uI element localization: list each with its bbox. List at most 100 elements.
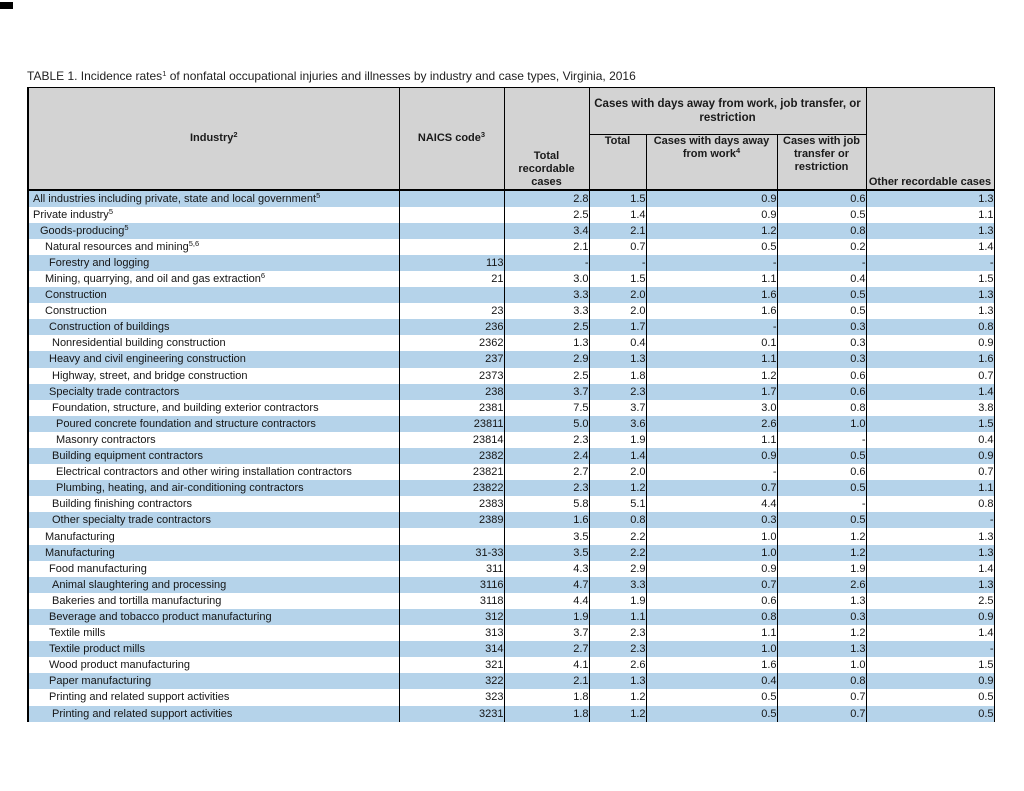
rate-value-cell: 1.4 bbox=[589, 448, 647, 465]
rate-value-cell: 0.3 bbox=[777, 608, 867, 626]
rate-value-cell: 0.8 bbox=[866, 319, 995, 336]
rate-value-cell: 0.5 bbox=[777, 448, 867, 465]
industry-cell: Construction bbox=[27, 287, 400, 304]
rate-value-cell: 1.3 bbox=[866, 303, 995, 320]
rate-value-cell: 0.6 bbox=[777, 367, 867, 384]
rate-value-cell: 4.4 bbox=[646, 496, 778, 513]
naics-code-cell: 23814 bbox=[399, 431, 505, 448]
table-row: Goods-producing5 3.4 2.1 1.2 0.8 1.3 bbox=[27, 222, 995, 239]
rate-value-cell: 1.7 bbox=[589, 319, 647, 336]
rate-value-cell: 2.1 bbox=[589, 222, 647, 239]
rate-value-cell: - bbox=[589, 254, 647, 271]
industry-cell: Natural resources and mining5,6 bbox=[27, 238, 400, 255]
rate-value-cell: 0.2 bbox=[777, 238, 867, 255]
scan-artifact-mark bbox=[0, 2, 13, 9]
naics-code-cell: 312 bbox=[399, 608, 505, 626]
rate-value-cell: 1.2 bbox=[646, 367, 778, 384]
table-row: Manufacturing 3.5 2.2 1.0 1.2 1.3 bbox=[27, 528, 995, 545]
rate-value-cell: 1.3 bbox=[866, 189, 995, 207]
col-header-days-away-from-work: Cases with days away from work4 bbox=[646, 134, 778, 191]
rate-value-cell: 1.3 bbox=[866, 222, 995, 239]
industry-cell: Printing and related support activities bbox=[27, 689, 400, 706]
industry-cell: Bakeries and tortilla manufacturing bbox=[27, 592, 400, 609]
naics-code-cell: 236 bbox=[399, 319, 505, 336]
rate-value-cell: 2.1 bbox=[504, 673, 590, 690]
rate-value-cell: 0.9 bbox=[646, 206, 778, 223]
rate-value-cell: 4.7 bbox=[504, 576, 590, 593]
table-body: All industries including private, state … bbox=[27, 189, 995, 722]
table-row: Specialty trade contractors 238 3.7 2.3 1.7 0… bbox=[27, 383, 995, 400]
industry-cell: Forestry and logging bbox=[27, 254, 400, 271]
rate-value-cell: 1.4 bbox=[866, 383, 995, 400]
table-header: Industry2 NAICS code3 Total recordable c… bbox=[27, 87, 995, 191]
rate-value-cell: 3.7 bbox=[504, 383, 590, 400]
table-row: Paper manufacturing 322 2.1 1.3 0.4 0.8 0.9 bbox=[27, 673, 995, 690]
rate-value-cell: 0.5 bbox=[777, 303, 867, 320]
rate-value-cell: - bbox=[646, 319, 778, 336]
industry-cell: Beverage and tobacco product manufacturi… bbox=[27, 608, 400, 626]
rate-value-cell: 4.4 bbox=[504, 592, 590, 609]
rate-value-cell: 0.1 bbox=[646, 335, 778, 352]
industry-cell: Masonry contractors bbox=[27, 431, 400, 448]
col-header-naics-code: NAICS code3 bbox=[399, 87, 505, 191]
rate-value-cell: 1.3 bbox=[589, 673, 647, 690]
industry-cell: Goods-producing5 bbox=[27, 222, 400, 239]
rate-value-cell: 2.6 bbox=[589, 657, 647, 674]
rate-value-cell: 0.8 bbox=[777, 399, 867, 416]
table-row: Construction of buildings 236 2.5 1.7-0.3 0.… bbox=[27, 319, 995, 336]
industry-cell: Electrical contractors and other wiring … bbox=[27, 464, 400, 481]
rate-value-cell: 0.8 bbox=[589, 512, 647, 529]
rate-value-cell: 1.5 bbox=[589, 189, 647, 207]
rate-value-cell: 1.9 bbox=[589, 431, 647, 448]
rate-value-cell: 3.3 bbox=[504, 287, 590, 304]
rate-value-cell: 0.9 bbox=[646, 189, 778, 207]
rate-value-cell: 2.5 bbox=[866, 592, 995, 609]
table-row: Natural resources and mining5,6 2.1 0.7 0.5… bbox=[27, 238, 995, 255]
rate-value-cell: 3.3 bbox=[504, 303, 590, 320]
rate-value-cell: - bbox=[866, 641, 995, 658]
rate-value-cell: 0.3 bbox=[646, 512, 778, 529]
rate-value-cell: 0.7 bbox=[589, 238, 647, 255]
rate-value-cell: 0.3 bbox=[777, 319, 867, 336]
rate-value-cell: 0.7 bbox=[866, 464, 995, 481]
table-row: Highway, street, and bridge construction… bbox=[27, 367, 995, 384]
rate-value-cell: 0.9 bbox=[866, 608, 995, 626]
col-header-industry: Industry2 bbox=[27, 87, 400, 191]
rate-value-cell: 1.2 bbox=[589, 689, 647, 706]
rate-value-cell: 0.9 bbox=[866, 335, 995, 352]
rate-value-cell: - bbox=[777, 431, 867, 448]
rate-value-cell: 1.7 bbox=[646, 383, 778, 400]
naics-code-cell: 113 bbox=[399, 254, 505, 271]
rate-value-cell: 4.1 bbox=[504, 657, 590, 674]
rate-value-cell: 0.9 bbox=[646, 560, 778, 577]
rate-value-cell: 1.2 bbox=[777, 625, 867, 642]
rate-value-cell: 0.6 bbox=[777, 189, 867, 207]
rate-value-cell: 1.3 bbox=[866, 544, 995, 561]
rate-value-cell: 0.6 bbox=[646, 592, 778, 609]
rate-value-cell: 7.5 bbox=[504, 399, 590, 416]
rate-value-cell: 2.3 bbox=[589, 383, 647, 400]
table-row: Electrical contractors and other wiring … bbox=[27, 464, 995, 481]
rate-value-cell: 2.2 bbox=[589, 544, 647, 561]
rate-value-cell: 0.4 bbox=[589, 335, 647, 352]
industry-cell: Textile mills bbox=[27, 625, 400, 642]
rate-value-cell: 2.0 bbox=[589, 287, 647, 304]
col-header-job-transfer-restriction: Cases with job transfer or restriction bbox=[777, 134, 867, 191]
rate-value-cell: 1.6 bbox=[646, 303, 778, 320]
table-row: Printing and related support activities 3… bbox=[27, 689, 995, 706]
rate-value-cell: 1.5 bbox=[866, 415, 995, 432]
table-row: Bakeries and tortilla manufacturing 3118 4… bbox=[27, 592, 995, 609]
table-row: Animal slaughtering and processing 3116 4.… bbox=[27, 576, 995, 593]
rate-value-cell: 2.9 bbox=[589, 560, 647, 577]
rate-value-cell: 1.0 bbox=[646, 528, 778, 545]
rate-value-cell: 2.0 bbox=[589, 303, 647, 320]
industry-cell: Printing and related support activities bbox=[27, 705, 400, 722]
table-title: TABLE 1. Incidence rates1 of nonfatal oc… bbox=[27, 69, 636, 83]
rate-value-cell: 3.3 bbox=[589, 576, 647, 593]
industry-cell: Heavy and civil engineering construction bbox=[27, 351, 400, 368]
table-row: Textile mills 313 3.7 2.3 1.1 1.2 1.4 bbox=[27, 625, 995, 642]
rate-value-cell: 0.5 bbox=[646, 705, 778, 722]
rate-value-cell: 1.8 bbox=[504, 689, 590, 706]
industry-cell: Paper manufacturing bbox=[27, 673, 400, 690]
